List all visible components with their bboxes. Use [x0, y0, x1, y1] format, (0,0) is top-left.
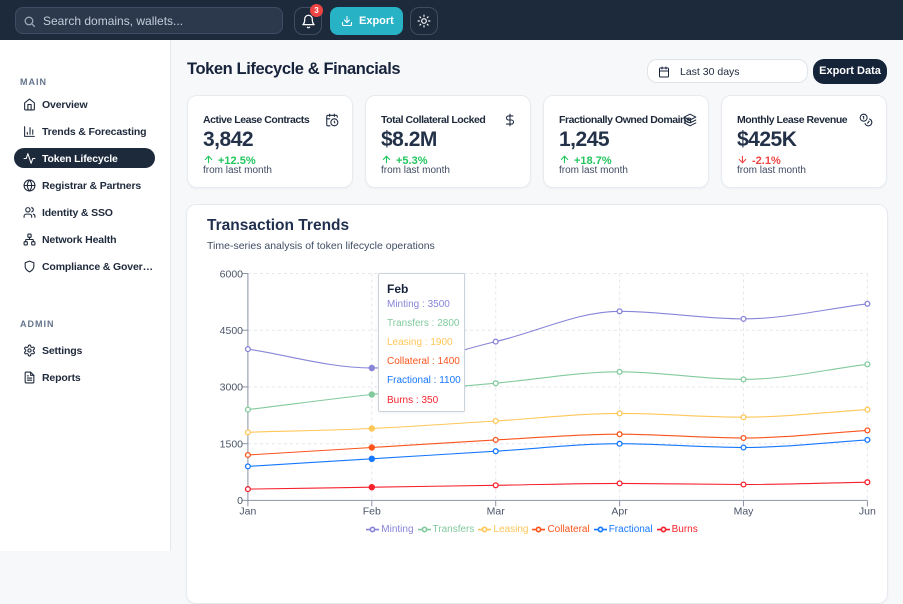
svg-text:6000: 6000 — [220, 268, 244, 280]
svg-text:Apr: Apr — [611, 506, 628, 518]
svg-text:0: 0 — [237, 495, 243, 507]
svg-text:Mar: Mar — [487, 506, 506, 518]
svg-text:Feb: Feb — [363, 506, 381, 518]
svg-text:1500: 1500 — [220, 438, 244, 450]
svg-text:Jan: Jan — [239, 506, 256, 518]
svg-text:Jun: Jun — [859, 506, 876, 518]
svg-text:3000: 3000 — [220, 382, 244, 394]
svg-text:May: May — [734, 506, 755, 518]
svg-text:4500: 4500 — [220, 325, 244, 337]
